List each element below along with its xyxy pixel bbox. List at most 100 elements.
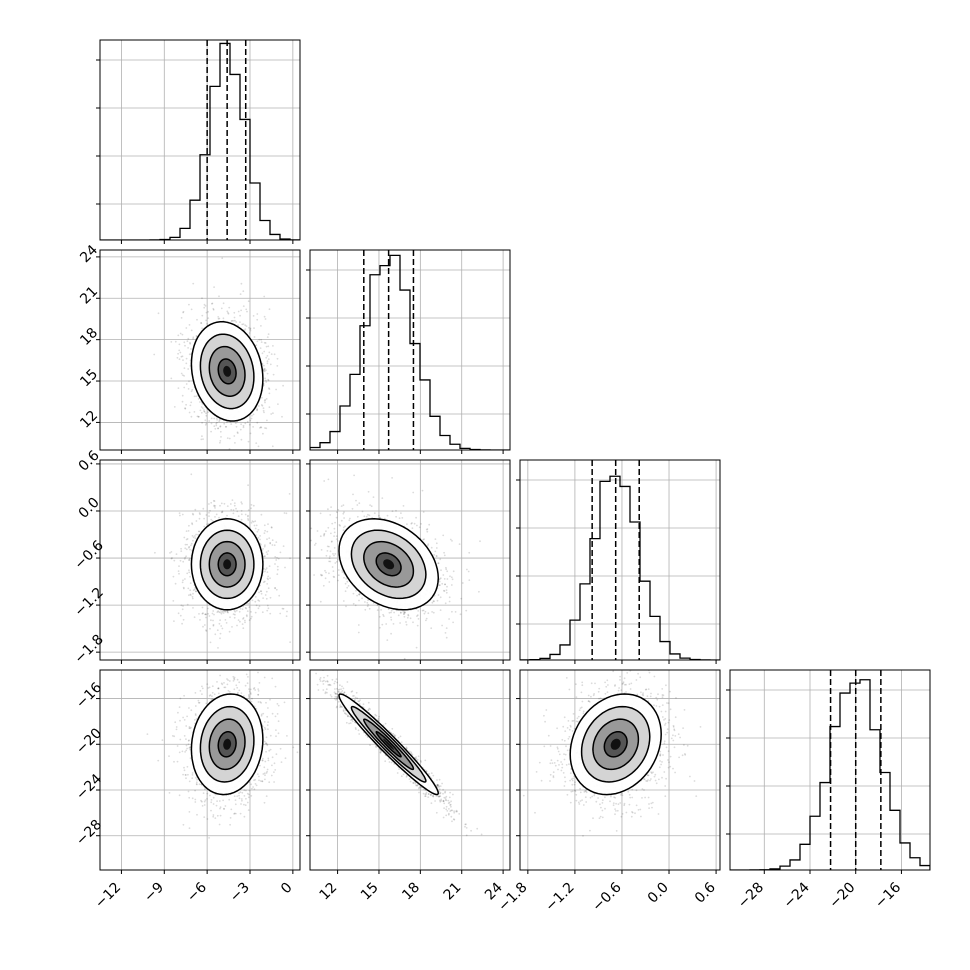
sample-point [437,594,440,596]
sample-point [390,611,392,614]
sample-point [247,518,249,520]
sample-point [260,513,263,516]
sample-point [449,575,451,578]
sample-point [468,579,471,581]
sample-point [194,537,197,540]
sample-point [357,624,360,626]
sample-point [205,616,207,619]
sample-point [422,538,425,541]
panel-frame [309,459,511,661]
sample-point [461,582,464,584]
sample-point [192,589,195,592]
sample-point [261,611,264,614]
sample-point [266,336,269,338]
sample-point [213,505,216,508]
sample-point [188,380,190,383]
sample-point [381,623,384,626]
sample-point [259,347,262,349]
sample-point [264,377,267,380]
sample-point [444,632,447,634]
sample-point [269,612,272,615]
sample-point [372,496,375,498]
sample-point [204,613,207,616]
sample-point [190,415,193,418]
sample-point [266,604,269,607]
sample-point [189,589,192,592]
sample-point [242,426,245,429]
sample-point [346,586,349,589]
sample-point [269,542,272,545]
sample-point [200,322,203,325]
sample-point [206,523,208,526]
sample-point [234,610,237,613]
sample-point [186,340,189,343]
sample-point [425,617,428,620]
sample-point [437,562,440,565]
sample-point [213,417,216,420]
sample-point [270,526,273,528]
contour [199,333,255,410]
sample-point [179,614,182,617]
sample-point [443,554,446,557]
sample-point [154,551,156,554]
sample-point [199,619,201,621]
sample-point [248,326,250,329]
sample-point [330,541,333,543]
sample-point [252,521,255,523]
sample-point [319,600,322,603]
sample-point [332,575,335,578]
sample-point [390,609,393,612]
sample-point [403,611,406,614]
contour [208,345,246,397]
sample-point [184,547,187,550]
sample-point [422,511,425,513]
sample-point [246,610,249,612]
sample-point [232,613,235,616]
sample-point [285,512,288,515]
sample-point [212,499,215,502]
sample-point [188,324,191,326]
sample-point [226,421,228,424]
x-tick-label: −28 [735,880,767,912]
sample-point [213,425,216,428]
sample-point [233,311,236,314]
sample-point [325,554,328,557]
sample-point [269,596,272,599]
sample-point [259,535,261,537]
sample-point [443,578,446,580]
panel-area [100,460,300,660]
sample-point [399,622,401,624]
sample-point [221,257,224,260]
sample-point [178,343,181,346]
sample-point [240,501,243,504]
sample-point [242,617,245,619]
sample-point [211,520,214,522]
y-tick-label: −1.8 [71,632,106,667]
sample-point [274,556,277,558]
sample-point [198,512,201,514]
sample-point [201,297,203,300]
sample-point [226,611,229,613]
panel-area [310,460,510,660]
sample-point [213,286,215,288]
sample-point [404,612,406,614]
sample-point [235,507,237,510]
density-peak [383,559,395,570]
sample-point [233,435,236,437]
sample-point [239,321,241,323]
sample-point [207,612,209,615]
sample-point [400,512,402,514]
sample-point [264,379,267,382]
sample-point [316,530,319,532]
sample-point [203,303,206,306]
sample-point [227,461,229,463]
sample-point [223,610,226,612]
sample-point [237,310,240,313]
sample-point [358,502,361,505]
sample-point [438,580,441,583]
sample-point [219,457,221,459]
sample-point [267,345,270,348]
sample-point [227,611,229,614]
sample-point [183,536,186,539]
contour [217,358,237,385]
